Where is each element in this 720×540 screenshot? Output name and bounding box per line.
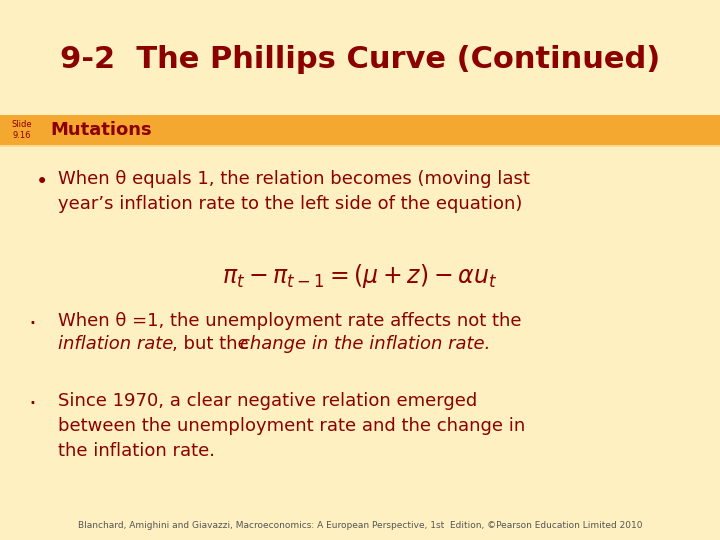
Text: When θ equals 1, the relation becomes (moving last
year’s inflation rate to the : When θ equals 1, the relation becomes (m… (58, 170, 530, 213)
Text: , but the: , but the (172, 335, 254, 353)
Text: ·: · (28, 392, 36, 416)
Text: ·: · (28, 312, 36, 336)
Text: inflation rate: inflation rate (58, 335, 174, 353)
Text: change in the inflation rate.: change in the inflation rate. (240, 335, 490, 353)
Text: Since 1970, a clear negative relation emerged
between the unemployment rate and : Since 1970, a clear negative relation em… (58, 392, 526, 460)
Text: Mutations: Mutations (50, 121, 152, 139)
Text: Slide
9.16: Slide 9.16 (12, 120, 32, 140)
Text: $\pi_t - \pi_{t-1} = (\mu + z) - \alpha u_t$: $\pi_t - \pi_{t-1} = (\mu + z) - \alpha … (222, 262, 498, 290)
Bar (0, 115, 720, 145)
Text: 9-2  The Phillips Curve (Continued): 9-2 The Phillips Curve (Continued) (60, 45, 660, 74)
Bar (0, 145, 720, 147)
Text: Blanchard, Amighini and Giavazzi, Macroeconomics: A European Perspective, 1st  E: Blanchard, Amighini and Giavazzi, Macroe… (78, 521, 642, 530)
Text: •: • (36, 172, 48, 192)
Text: When θ =1, the unemployment rate affects not the: When θ =1, the unemployment rate affects… (58, 312, 521, 330)
